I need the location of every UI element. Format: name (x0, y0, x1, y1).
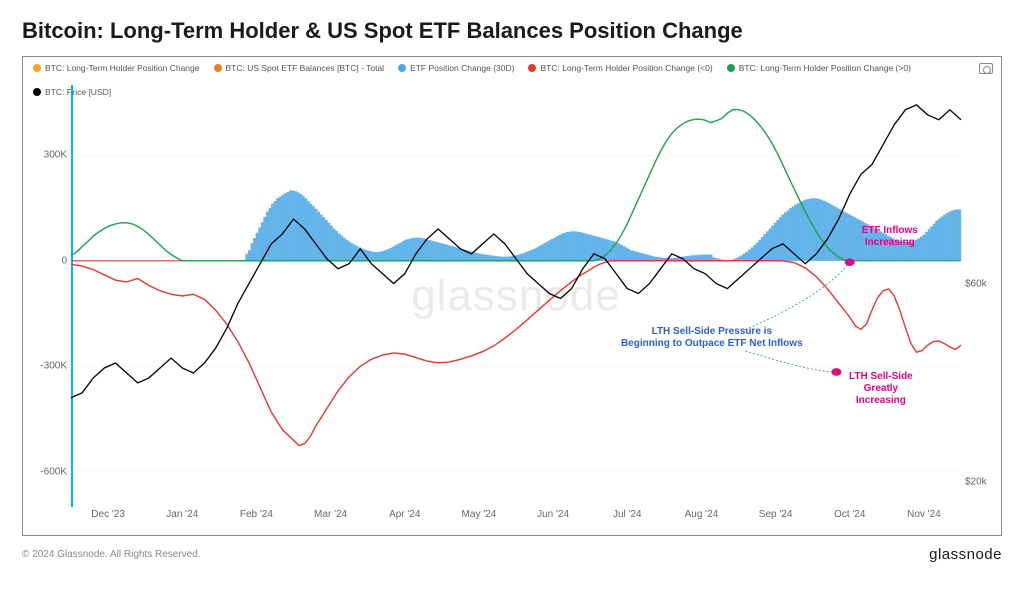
y-axis-right: $20k$60k (963, 85, 997, 507)
legend-item[interactable]: ETF Position Change (30D) (398, 63, 514, 73)
legend-item[interactable]: BTC: US Spot ETF Balances [BTC] - Total (214, 63, 385, 73)
page-title: Bitcoin: Long-Term Holder & US Spot ETF … (22, 18, 1002, 44)
plot-area: glassnode ETF InflowsIncreasingLTH Sell-… (71, 85, 961, 507)
legend-item[interactable]: BTC: Long-Term Holder Position Change (33, 63, 200, 73)
camera-icon[interactable] (979, 63, 993, 74)
footer: © 2024 Glassnode. All Rights Reserved. g… (22, 546, 1002, 563)
y-axis-left: -600K-300K0300K (29, 85, 69, 507)
legend-item[interactable]: BTC: Long-Term Holder Position Change (>… (727, 63, 911, 73)
chart-svg (71, 85, 961, 507)
annotation-etf-inflows: ETF InflowsIncreasing (862, 225, 918, 249)
chart-container: BTC: Long-Term Holder Position Change BTC… (22, 56, 1002, 536)
annotation-callout: LTH Sell-Side Pressure isBeginning to Ou… (621, 326, 803, 350)
annotation-lth-sellside: LTH Sell-SideGreatly Increasing (841, 371, 921, 407)
x-axis: Dec '23Jan '24Feb '24Mar '24Apr '24May '… (71, 509, 961, 527)
legend-item[interactable]: BTC: Long-Term Holder Position Change (<… (528, 63, 712, 73)
brand-logo: glassnode (929, 546, 1002, 563)
copyright-text: © 2024 Glassnode. All Rights Reserved. (22, 549, 201, 560)
